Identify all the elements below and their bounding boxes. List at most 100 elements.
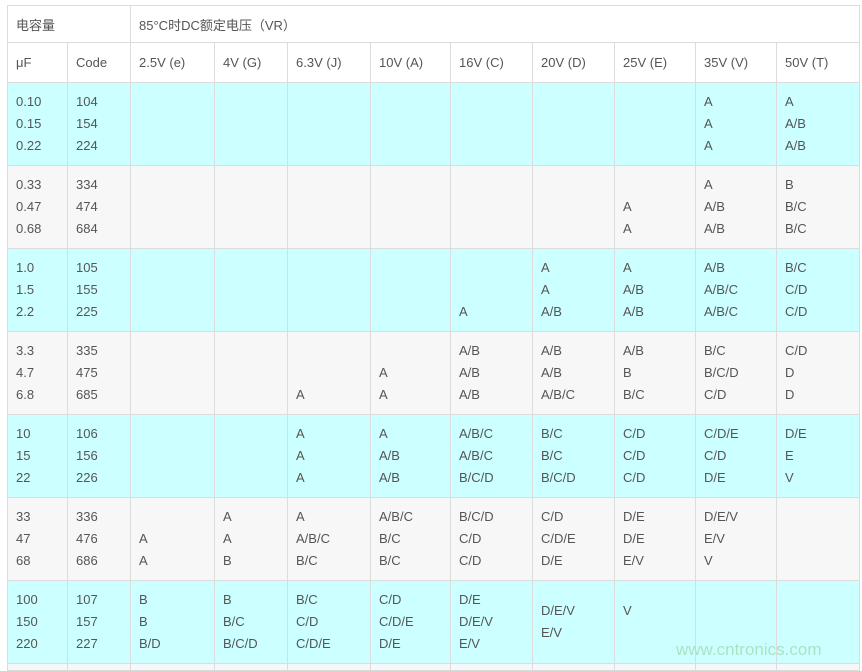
table-cell	[776, 580, 861, 664]
table-cell: 105 155 225	[66, 248, 132, 332]
table-cell	[695, 580, 778, 664]
table-cell: C/D C/D/E D/E	[532, 497, 616, 581]
table-cell	[214, 82, 289, 166]
table-cell: A	[287, 331, 372, 415]
table-cell: V	[614, 580, 697, 664]
table-cell: A/B B B/C	[614, 331, 697, 415]
capacitance-header: 电容量	[6, 5, 132, 43]
table-cell	[287, 165, 372, 249]
table-cell	[130, 82, 216, 166]
table-cell	[214, 248, 289, 332]
table-cell: A A/B/C B/C	[287, 497, 372, 581]
table-cell	[370, 248, 452, 332]
table-cell: A A	[614, 165, 697, 249]
table-cell: A A A/B	[532, 248, 616, 332]
table-cell	[370, 165, 452, 249]
column-header: 35V (V)	[695, 42, 778, 83]
column-header: 10V (A)	[370, 42, 452, 83]
table-cell: A/B/C B/C B/C	[370, 497, 452, 581]
table-cell: 0.10 0.15 0.22	[7, 82, 68, 166]
table-cell	[450, 663, 534, 671]
table-cell	[450, 165, 534, 249]
table-cell: A A/B A/B	[614, 248, 697, 332]
table-cell: A A B	[214, 497, 289, 581]
table-cell	[130, 663, 216, 671]
table-cell	[370, 663, 452, 671]
table-cell	[532, 82, 616, 166]
table-row: 3.3 4.7 6.8 335 475 685 A A A A/B A/B A/B A…	[7, 331, 861, 415]
table-cell: 33 47 68	[7, 497, 68, 581]
table-cell	[450, 82, 534, 166]
table-cell: 0.33 0.47 0.68	[7, 165, 68, 249]
column-header: 20V (D)	[532, 42, 616, 83]
table-cell: A A A	[287, 414, 372, 498]
table-cell	[532, 165, 616, 249]
column-header-row: μF Code 2.5V (e) 4V (G) 6.3V (J) 10V (A) 16V (…	[7, 42, 861, 83]
table-cell	[214, 414, 289, 498]
table-cell: A A/B A/B	[695, 165, 778, 249]
column-header: 6.3V (J)	[287, 42, 372, 83]
table-cell: B/C B/C B/C/D	[532, 414, 616, 498]
table-cell: D/E E V	[776, 414, 861, 498]
table-cell: B/C C/D C/D/E	[287, 580, 372, 664]
table-cell: 3.3 4.7 6.8	[7, 331, 68, 415]
table-cell	[130, 414, 216, 498]
table-cell: D/E D/E E/V	[614, 497, 697, 581]
table-cell	[287, 663, 372, 671]
table-cell: A/B A/B A/B/C	[532, 331, 616, 415]
watermark: www.cntronics.com	[676, 640, 822, 659]
table-cell	[130, 165, 216, 249]
table-cell: B B B/D	[130, 580, 216, 664]
table-cell	[7, 663, 68, 671]
table-cell	[287, 82, 372, 166]
table-row-partial	[7, 663, 861, 671]
table-cell: B B/C B/C	[776, 165, 861, 249]
table-cell	[370, 82, 452, 166]
table-cell: A A/B A/B	[370, 414, 452, 498]
table-cell: 106 156 226	[66, 414, 132, 498]
table-cell: 10 15 22	[7, 414, 68, 498]
table-cell: A A	[130, 497, 216, 581]
column-header: μF	[7, 42, 68, 83]
table-row: 100 150 220 107 157 227 B B B/D B B/C B/C/D…	[7, 580, 861, 664]
table-cell: 334 474 684	[66, 165, 132, 249]
table-cell	[614, 663, 697, 671]
table-cell: C/D D D	[776, 331, 861, 415]
column-header: Code	[66, 42, 132, 83]
table-cell: D/E D/E/V E/V	[450, 580, 534, 664]
table-cell: A/B A/B/C A/B/C	[695, 248, 778, 332]
column-header: 2.5V (e)	[130, 42, 216, 83]
table-cell: 336 476 686	[66, 497, 132, 581]
column-header: 16V (C)	[450, 42, 534, 83]
table-cell: D/E/V E/V V	[695, 497, 778, 581]
capacitor-rating-table: 电容量 85°C时DC额定电压（VR） μF Code 2.5V (e) 4V (G)…	[6, 5, 861, 671]
table-cell: A A A	[695, 82, 778, 166]
table-cell	[214, 663, 289, 671]
table-cell	[532, 663, 616, 671]
table-cell	[287, 248, 372, 332]
table-cell	[776, 497, 861, 581]
table-cell	[66, 663, 132, 671]
rated-voltage-header: 85°C时DC额定电压（VR）	[130, 5, 861, 43]
table-cell	[614, 82, 697, 166]
column-header: 4V (G)	[214, 42, 289, 83]
table-cell: B/C B/C/D C/D	[695, 331, 778, 415]
column-header: 25V (E)	[614, 42, 697, 83]
column-header: 50V (T)	[776, 42, 861, 83]
table-cell	[130, 331, 216, 415]
table-cell: A	[450, 248, 534, 332]
table-cell: D/E/V E/V	[532, 580, 616, 664]
table-cell: C/D C/D/E D/E	[370, 580, 452, 664]
table-cell: 335 475 685	[66, 331, 132, 415]
table-cell: A A/B A/B	[776, 82, 861, 166]
table-cell	[695, 663, 778, 671]
table-cell: C/D C/D C/D	[614, 414, 697, 498]
table-cell: C/D/E C/D D/E	[695, 414, 778, 498]
table-cell: 100 150 220	[7, 580, 68, 664]
table-cell: A/B A/B A/B	[450, 331, 534, 415]
